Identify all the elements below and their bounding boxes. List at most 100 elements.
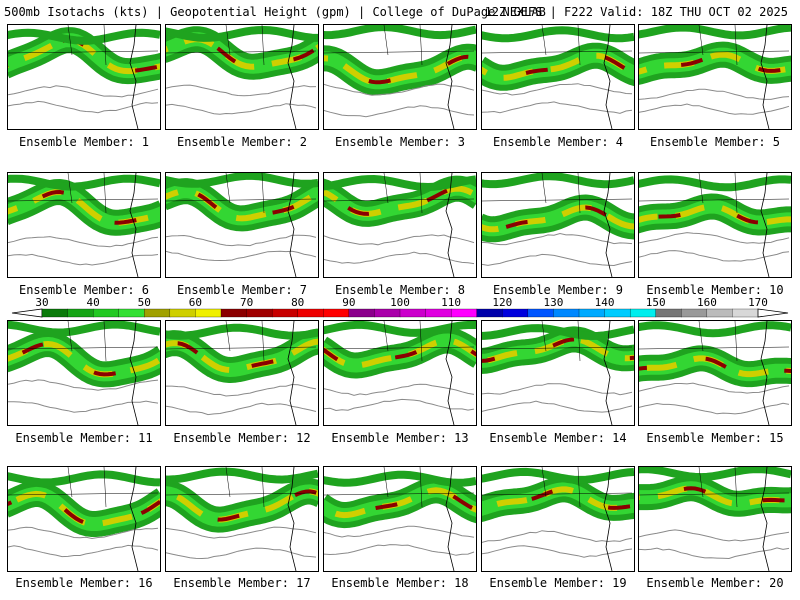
coastline xyxy=(445,467,455,571)
ensemble-map-panel xyxy=(165,320,319,426)
height-contour xyxy=(324,105,475,118)
colorbar-tick-label: 120 xyxy=(492,296,513,309)
height-contour xyxy=(166,547,317,560)
ensemble-map-panel xyxy=(323,172,477,278)
jet-band-core xyxy=(8,340,160,378)
ensemble-member-label: Ensemble Member: 2 xyxy=(176,135,308,149)
jet-band-northern xyxy=(482,26,634,43)
colorbar-tick-label: 150 xyxy=(645,296,666,309)
ensemble-member-label: Ensemble Member: 4 xyxy=(492,135,624,149)
coastline xyxy=(129,467,139,571)
jet-band-northern xyxy=(8,28,160,45)
jet-band-northern xyxy=(324,25,476,40)
ensemble-member-label: Ensemble Member: 19 xyxy=(489,576,627,590)
colorbar-swatch xyxy=(374,308,401,318)
colorbar-swatch xyxy=(92,308,120,318)
height-contour xyxy=(482,253,633,267)
ensemble-member-label: Ensemble Member: 17 xyxy=(173,576,311,590)
ensemble-map-panel xyxy=(481,320,635,426)
jet-band-northern xyxy=(324,321,476,337)
jet-band-core xyxy=(8,37,160,75)
jet-band-northern xyxy=(166,173,318,188)
colorbar-tick-label: 100 xyxy=(390,296,410,309)
ensemble-member-label: Ensemble Member: 3 xyxy=(334,135,466,149)
height-contour xyxy=(324,83,475,96)
coastline xyxy=(603,467,613,571)
height-contour xyxy=(166,526,317,539)
height-contour xyxy=(8,100,159,114)
coastline xyxy=(760,173,770,277)
jet-band-northern xyxy=(8,174,160,191)
height-contour xyxy=(8,526,159,540)
colorbar-tick-label: 30 xyxy=(35,296,49,309)
colorbar-tick-label: 60 xyxy=(188,296,203,309)
jet-max xyxy=(639,52,791,74)
ensemble-map-panel xyxy=(165,466,319,572)
coastline xyxy=(129,321,139,425)
height-contour xyxy=(482,400,633,413)
ensemble-member-label: Ensemble Member: 5 xyxy=(649,135,781,149)
colorbar-swatch xyxy=(578,308,606,318)
political-borders xyxy=(324,467,475,508)
ensemble-map-panel xyxy=(323,24,477,130)
jet-band-core xyxy=(324,185,476,217)
colorbar-tick-label: 170 xyxy=(748,296,768,309)
ensemble-map-panel xyxy=(638,320,792,426)
height-contour xyxy=(639,250,790,262)
ensemble-map-panel xyxy=(481,172,635,278)
header-run-info: 12Z GEFS | F222 Valid: 18Z THU OCT 02 20… xyxy=(484,5,788,19)
colorbar-swatch xyxy=(323,308,350,318)
height-contour xyxy=(324,383,475,396)
colorbar-swatch xyxy=(246,308,273,318)
jet-stream-map xyxy=(166,467,318,571)
jet-max xyxy=(482,487,634,511)
colorbar-tick-label: 40 xyxy=(86,296,100,309)
colorbar-swatch xyxy=(271,308,299,318)
colorbar-swatch xyxy=(220,308,248,318)
jet-band-northern xyxy=(324,174,476,192)
ensemble-member-label: Ensemble Member: 11 xyxy=(15,431,153,445)
ensemble-member-label: Ensemble Member: 20 xyxy=(646,576,784,590)
jet-band-core xyxy=(482,204,634,233)
ensemble-member-label: Ensemble Member: 16 xyxy=(15,576,153,590)
ensemble-map-panel xyxy=(323,320,477,426)
jet-band-northern xyxy=(482,467,634,484)
political-borders xyxy=(166,173,317,214)
header-title: 500mb Isotachs (kts) | Geopotential Heig… xyxy=(4,5,546,19)
ensemble-member-label: Ensemble Member: 6 xyxy=(18,283,150,297)
political-borders xyxy=(8,321,159,362)
coastline xyxy=(445,321,455,425)
jet-stream-map xyxy=(639,467,791,571)
height-contour xyxy=(166,84,317,97)
political-borders xyxy=(324,25,475,66)
colorbar-swatch xyxy=(425,308,452,318)
jet-stream-map xyxy=(324,173,476,277)
colorbar-swatch xyxy=(732,308,759,318)
jet-stream-map xyxy=(482,467,634,571)
colorbar-swatch xyxy=(67,308,94,318)
political-borders xyxy=(8,25,159,66)
jet-stream-map xyxy=(8,467,160,571)
political-borders xyxy=(324,173,475,214)
colorbar-swatch xyxy=(41,308,69,318)
height-contour xyxy=(8,544,159,558)
jet-stream-map xyxy=(8,321,160,425)
coastline xyxy=(287,467,297,571)
ensemble-map-panel xyxy=(481,24,635,130)
height-contour xyxy=(482,83,633,96)
jet-band-northern xyxy=(639,467,791,482)
jet-max xyxy=(324,54,476,85)
ensemble-map-panel xyxy=(7,172,161,278)
colorbar-tick-label: 110 xyxy=(441,296,462,309)
jet-stream-map xyxy=(324,321,476,425)
colorbar-tick-label: 70 xyxy=(239,296,254,309)
colorbar-tick-label: 130 xyxy=(543,296,564,309)
colorbar-left-arrow xyxy=(11,308,43,318)
chart-header: 500mb Isotachs (kts) | Geopotential Heig… xyxy=(4,4,796,20)
height-contour xyxy=(639,88,790,100)
colorbar-swatch xyxy=(348,308,375,318)
jet-band-northern xyxy=(8,321,160,337)
colorbar-swatch xyxy=(144,308,171,318)
height-contour xyxy=(8,379,159,391)
height-contour xyxy=(639,402,790,415)
